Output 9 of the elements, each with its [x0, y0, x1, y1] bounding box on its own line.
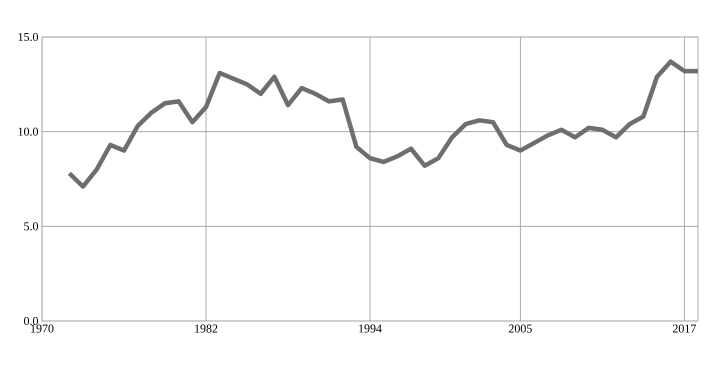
x-tick-label: 1970	[31, 324, 54, 333]
x-tick-label: 2005	[508, 324, 532, 333]
y-tick-label: 0.0	[24, 316, 38, 326]
y-tick-label: 10.0	[18, 128, 38, 136]
x-tick-label: 1982	[195, 324, 218, 333]
y-tick-label: 15.0	[18, 32, 38, 42]
x-tick-label: 1994	[359, 324, 382, 333]
y-tick-label: 5.0	[24, 222, 38, 230]
x-tick-label: 2017	[672, 324, 696, 333]
